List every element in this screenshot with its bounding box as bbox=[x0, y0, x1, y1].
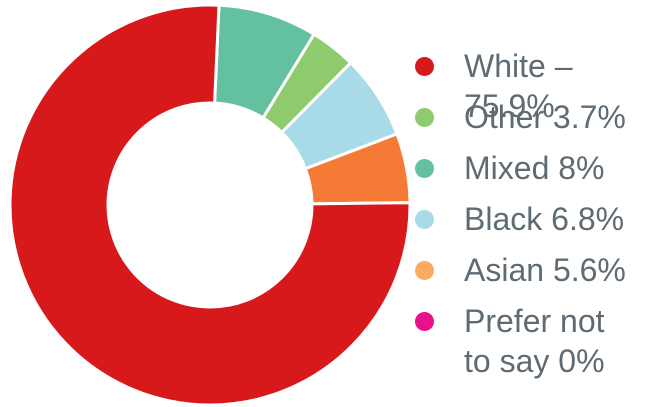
legend-label-asian: Asian 5.6% bbox=[464, 252, 626, 288]
legend-dot-white bbox=[415, 57, 434, 76]
legend-dot-asian bbox=[415, 261, 434, 280]
legend-label-white: White – 75.9% bbox=[464, 48, 573, 124]
legend-label-black: Black 6.8% bbox=[464, 201, 625, 237]
legend-label-other: Other 3.7% bbox=[464, 99, 626, 135]
legend-item-asian: Asian 5.6% bbox=[415, 250, 626, 290]
legend-item-white: White – 75.9% bbox=[415, 46, 671, 126]
legend-dot-prefer-not-to-say bbox=[415, 312, 434, 331]
legend-dot-other bbox=[415, 108, 434, 127]
legend-label-prefer-not-to-say: Prefer not to say 0% bbox=[464, 303, 605, 379]
legend-item-black: Black 6.8% bbox=[415, 199, 624, 239]
donut-plot bbox=[8, 3, 412, 407]
legend-item-prefer-not-to-say: Prefer not to say 0% bbox=[415, 301, 605, 381]
legend-label-mixed: Mixed 8% bbox=[464, 150, 605, 186]
legend-item-mixed: Mixed 8% bbox=[415, 148, 605, 188]
legend-item-other: Other 3.7% bbox=[415, 97, 626, 137]
legend-dot-mixed bbox=[415, 159, 434, 178]
donut-hole bbox=[108, 103, 312, 307]
legend-dot-black bbox=[415, 210, 434, 229]
